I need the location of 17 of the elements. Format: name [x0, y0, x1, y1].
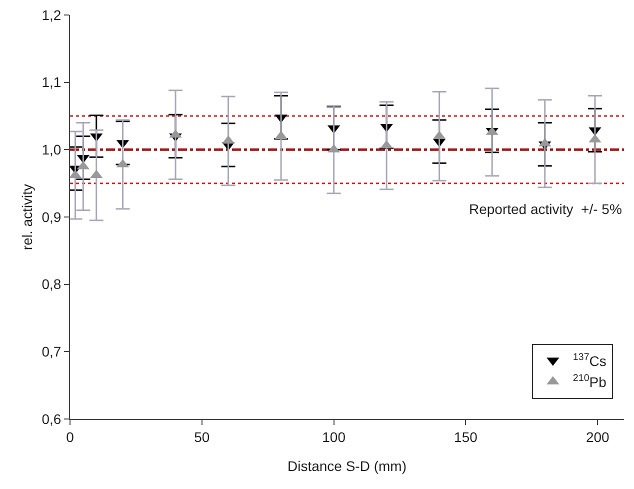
y-tick-label: 1,1	[42, 74, 62, 90]
y-tick-label: 1,0	[42, 142, 62, 158]
y-tick-label: 0,6	[42, 410, 62, 427]
y-tick-label: 0,8	[42, 276, 62, 292]
x-tick-label: 0	[66, 428, 74, 445]
legend-label: $^{210}$Pb	[572, 373, 607, 390]
legend-label: $^{137}$Cs	[572, 352, 606, 369]
annotation: Reported activity +/- 5%	[469, 201, 622, 217]
y-tick-label: 0,9	[42, 208, 62, 225]
x-tick-label: 100	[322, 428, 346, 445]
x-tick-label: 200	[586, 428, 610, 445]
x-axis-title: Distance S-D (mm)	[287, 458, 407, 474]
y-tick-label: 1,2	[42, 6, 62, 23]
x-tick-label: 150	[454, 428, 478, 445]
y-axis-title: rel. activity	[19, 184, 35, 250]
y-tick-label: 0,7	[42, 344, 62, 360]
x-tick-label: 50	[194, 428, 210, 445]
